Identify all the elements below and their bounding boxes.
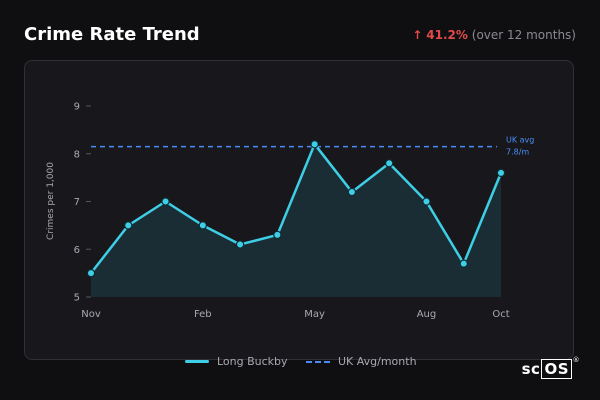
uk-average-value: 7.8/m xyxy=(506,148,529,157)
data-point[interactable] xyxy=(496,168,506,178)
series-area-fill xyxy=(91,144,501,297)
data-point[interactable] xyxy=(422,197,431,206)
data-point[interactable] xyxy=(347,187,357,197)
y-tick-label: 5 xyxy=(74,293,80,304)
y-tick-label: 9 xyxy=(74,102,80,113)
data-point[interactable] xyxy=(273,230,282,240)
x-tick-label: Aug xyxy=(417,309,437,320)
y-tick-label: 8 xyxy=(74,149,80,160)
data-point[interactable] xyxy=(235,240,245,249)
data-point[interactable] xyxy=(310,139,319,149)
series-line xyxy=(90,142,503,274)
legend-avg-swatch xyxy=(306,360,330,363)
legend-avg-label: UK Avg/month xyxy=(338,355,417,368)
x-tick-label: May xyxy=(304,309,325,320)
y-tick-label: 6 xyxy=(74,245,80,256)
legend-item-uk-avg[interactable]: UK Avg/month xyxy=(306,355,417,368)
y-axis-label: Crimes per 1,000 xyxy=(46,162,56,240)
y-tick-label: 7 xyxy=(74,197,80,208)
legend-series-label: Long Buckby xyxy=(217,355,288,368)
x-tick-label: Nov xyxy=(81,309,101,320)
page-title: Crime Rate Trend xyxy=(24,24,200,45)
data-point[interactable] xyxy=(124,221,133,230)
legend-series-swatch xyxy=(185,360,209,363)
data-point[interactable] xyxy=(86,268,96,278)
data-point[interactable] xyxy=(198,221,208,230)
x-tick-label: Oct xyxy=(492,309,509,320)
change-percentage: 41.2% xyxy=(426,28,468,42)
data-point[interactable] xyxy=(459,259,468,268)
x-tick-label: Feb xyxy=(194,309,212,320)
brand-logo: sc OS ® xyxy=(521,356,580,379)
uk-average-label: UK avg xyxy=(506,136,534,145)
chart-legend: Long Buckby UK Avg/month xyxy=(0,355,600,371)
data-point[interactable] xyxy=(384,159,394,168)
trend-up-icon: ↑ xyxy=(412,28,423,42)
change-summary: ↑ 41.2% (over 12 months) xyxy=(412,28,576,42)
change-period: (over 12 months) xyxy=(471,28,576,42)
data-point[interactable] xyxy=(161,197,170,206)
legend-item-series[interactable]: Long Buckby xyxy=(185,355,288,368)
